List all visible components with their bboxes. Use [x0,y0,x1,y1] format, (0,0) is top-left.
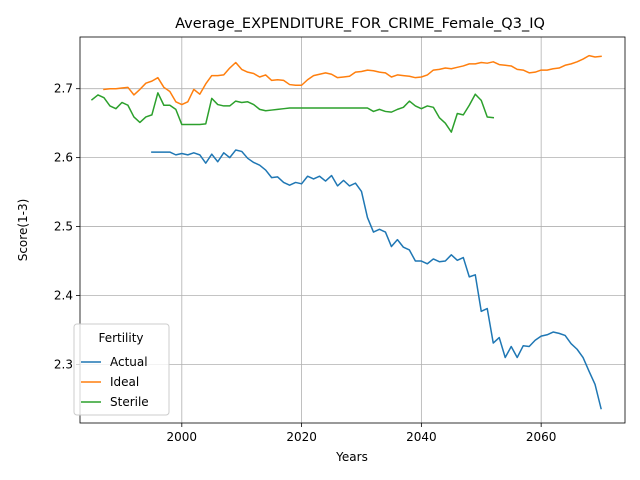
series-line-actual [151,149,602,410]
y-axis-label: Score(1-3) [16,199,30,262]
series-line-sterile [90,92,495,133]
legend-title: Fertility [98,331,143,345]
x-axis-label: Years [335,450,368,464]
y-tick-label: 2.7 [54,82,73,96]
x-tick-label: 2040 [406,430,437,444]
legend-label-ideal: Ideal [110,375,139,389]
y-axis: 2.3 2.4 2.5 2.6 2.7 [54,82,80,371]
grid-lines [80,37,625,423]
x-axis: 2000 2020 2040 2060 [167,423,557,444]
plot-area-frame [79,36,626,424]
y-tick-label: 2.5 [54,220,73,234]
y-tick-label: 2.6 [54,151,73,165]
x-tick-label: 2020 [286,430,317,444]
chart-title: Average_EXPENDITURE_FOR_CRIME_Female_Q3_… [175,16,545,32]
series-line-ideal [103,54,602,106]
legend-label-sterile: Sterile [110,395,149,409]
legend-frame [73,323,170,416]
x-tick-label: 2060 [526,430,557,444]
series-layer [90,54,602,410]
x-tick-label: 2000 [167,430,198,444]
y-tick-label: 2.3 [54,357,73,371]
legend: Fertility Actual Ideal Sterile [73,323,170,416]
y-tick-label: 2.4 [54,288,73,302]
legend-label-actual: Actual [110,355,148,369]
